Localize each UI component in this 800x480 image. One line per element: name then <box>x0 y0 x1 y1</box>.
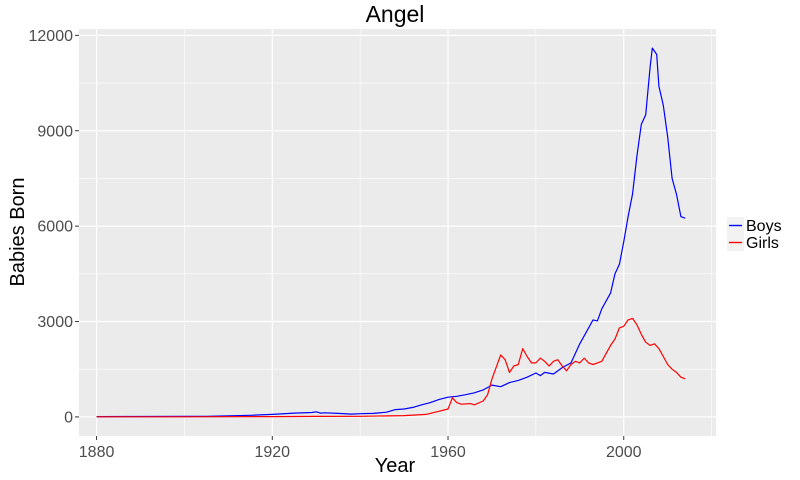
x-axis: 1880 1920 1960 2000 <box>79 436 642 461</box>
x-tick-label: 1960 <box>430 444 466 461</box>
major-gridlines <box>79 29 716 436</box>
series-lines <box>96 47 686 418</box>
series-line-girls <box>96 317 686 418</box>
y-tick-label: 3000 <box>37 314 73 331</box>
y-axis: 0 3000 6000 9000 12000 <box>29 28 79 426</box>
y-tick-label: 6000 <box>37 219 73 236</box>
legend-label-girls: Girls <box>746 235 779 252</box>
y-tick-label: 0 <box>64 409 73 426</box>
y-tick-label: 12000 <box>29 28 74 45</box>
legend-label-boys: Boys <box>746 218 782 235</box>
x-tick-label: 1880 <box>79 444 115 461</box>
minor-gridlines <box>79 29 716 436</box>
series-line-boys <box>96 47 686 418</box>
x-axis-title: Year <box>375 455 416 477</box>
plot-panel <box>79 29 716 436</box>
x-tick-label: 1920 <box>254 444 290 461</box>
y-axis-title: Babies Born <box>7 178 29 287</box>
y-tick-label: 9000 <box>37 123 73 140</box>
chart-title: Angel <box>366 1 425 27</box>
x-tick-label: 2000 <box>606 444 642 461</box>
